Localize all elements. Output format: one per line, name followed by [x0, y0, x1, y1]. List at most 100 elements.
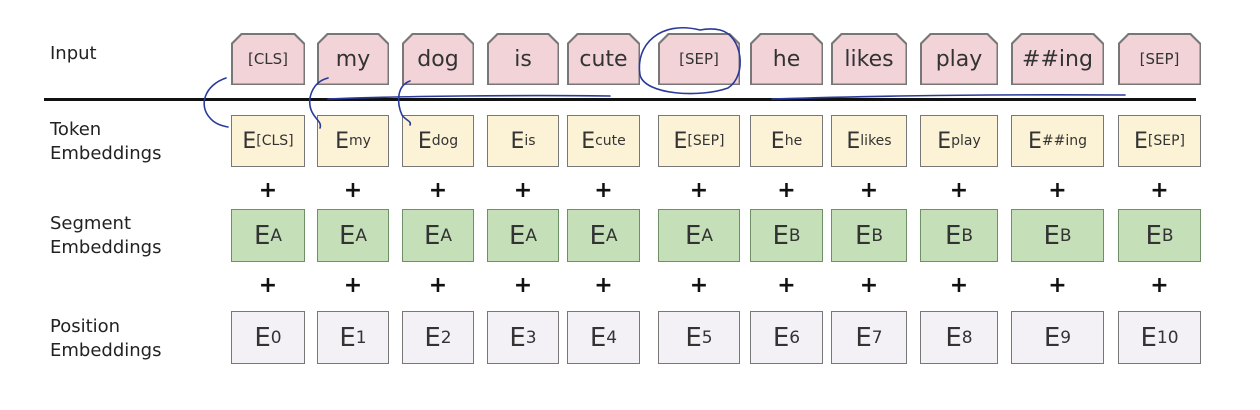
- embedding-letter: E: [417, 128, 432, 154]
- plus-icon: +: [777, 178, 796, 203]
- plus-icon: +: [1150, 178, 1169, 203]
- plus-icon: +: [949, 273, 969, 298]
- embedding-letter: E: [589, 322, 607, 353]
- plus-icon: +: [258, 273, 278, 298]
- embedding-subscript: 3: [525, 327, 537, 348]
- embedding-subscript: 0: [270, 327, 282, 348]
- plus-icon: +: [859, 273, 879, 298]
- row-label-token: Token Embeddings: [50, 118, 161, 166]
- embedding-letter: E: [1145, 220, 1162, 251]
- input-token-box-outline: he: [750, 33, 823, 85]
- input-token-box-outline: is: [487, 33, 559, 85]
- label-line: Segment: [50, 213, 131, 234]
- embedding-letter: E: [338, 220, 356, 251]
- plus-icon: +: [949, 178, 969, 203]
- input-token-2: dog: [404, 35, 473, 84]
- embedding-letter: E: [581, 128, 596, 154]
- embedding-letter: E: [589, 220, 606, 251]
- embedding-subscript: he: [784, 133, 803, 149]
- token-embedding-5: E [SEP]: [658, 115, 740, 167]
- embedding-subscript: A: [355, 225, 368, 246]
- position-embedding-10: E 10: [1118, 311, 1201, 364]
- input-token-0: [CLS]: [233, 35, 304, 84]
- embedding-subscript: 1: [355, 327, 367, 348]
- embedding-subscript: cute: [595, 133, 626, 149]
- embedding-subscript: 2: [440, 327, 452, 348]
- embedding-subscript: ##ing: [1041, 133, 1088, 149]
- input-token-box-outline: cute: [567, 33, 640, 85]
- annotation-arrow-cls: [203, 77, 229, 128]
- plus-icon: +: [1048, 178, 1067, 203]
- plus-icon: +: [1150, 273, 1169, 298]
- embedding-letter: E: [509, 322, 526, 353]
- plus-icon: +: [513, 273, 533, 298]
- row-label-position: Position Embeddings: [50, 315, 161, 363]
- embedding-subscript: A: [605, 225, 618, 246]
- embedding-letter: E: [937, 128, 952, 154]
- embedding-letter: E: [855, 322, 872, 353]
- embedding-letter: E: [242, 128, 257, 154]
- token-embedding-10: E [SEP]: [1118, 115, 1201, 167]
- embedding-letter: E: [1140, 322, 1157, 353]
- label-line: Embeddings: [50, 143, 162, 164]
- plus-icon: +: [428, 178, 448, 203]
- embedding-subscript: 4: [606, 327, 618, 348]
- embedding-subscript: B: [961, 225, 974, 246]
- embedding-subscript: A: [270, 225, 283, 246]
- input-token-1: my: [319, 35, 388, 84]
- plus-icon: +: [258, 178, 278, 203]
- embedding-letter: E: [846, 128, 861, 154]
- embedding-letter: E: [339, 322, 356, 353]
- embedding-letter: E: [1043, 220, 1060, 251]
- embedding-letter: E: [508, 220, 526, 251]
- embedding-subscript: is: [524, 133, 536, 149]
- embedding-subscript: [SEP]: [1147, 133, 1185, 149]
- input-token-box-outline: play: [920, 33, 998, 85]
- input-token-6: he: [752, 35, 822, 84]
- embedding-letter: E: [770, 128, 785, 154]
- plus-icon: +: [428, 273, 448, 298]
- embedding-subscript: 10: [1156, 327, 1179, 348]
- input-token-box-outline: likes: [831, 33, 907, 85]
- label-line: Embeddings: [50, 237, 162, 258]
- input-token-box-outline: [SEP]: [1118, 33, 1201, 85]
- embedding-letter: E: [854, 220, 872, 251]
- input-token-box-outline: [CLS]: [231, 33, 305, 85]
- input-token-9: ##ing: [1013, 35, 1103, 84]
- plus-icon: +: [777, 273, 796, 298]
- embedding-subscript: A: [440, 225, 453, 246]
- embedding-subscript: [SEP]: [687, 133, 725, 149]
- token-embedding-0: E [CLS]: [231, 115, 305, 167]
- embedding-subscript: likes: [860, 133, 892, 149]
- embedding-subscript: play: [951, 133, 981, 149]
- embedding-letter: E: [673, 128, 688, 154]
- plus-icon: +: [594, 273, 613, 298]
- embedding-letter: E: [772, 220, 789, 251]
- embedding-subscript: my: [348, 133, 371, 149]
- embedding-letter: E: [772, 322, 790, 353]
- embedding-letter: E: [335, 128, 349, 154]
